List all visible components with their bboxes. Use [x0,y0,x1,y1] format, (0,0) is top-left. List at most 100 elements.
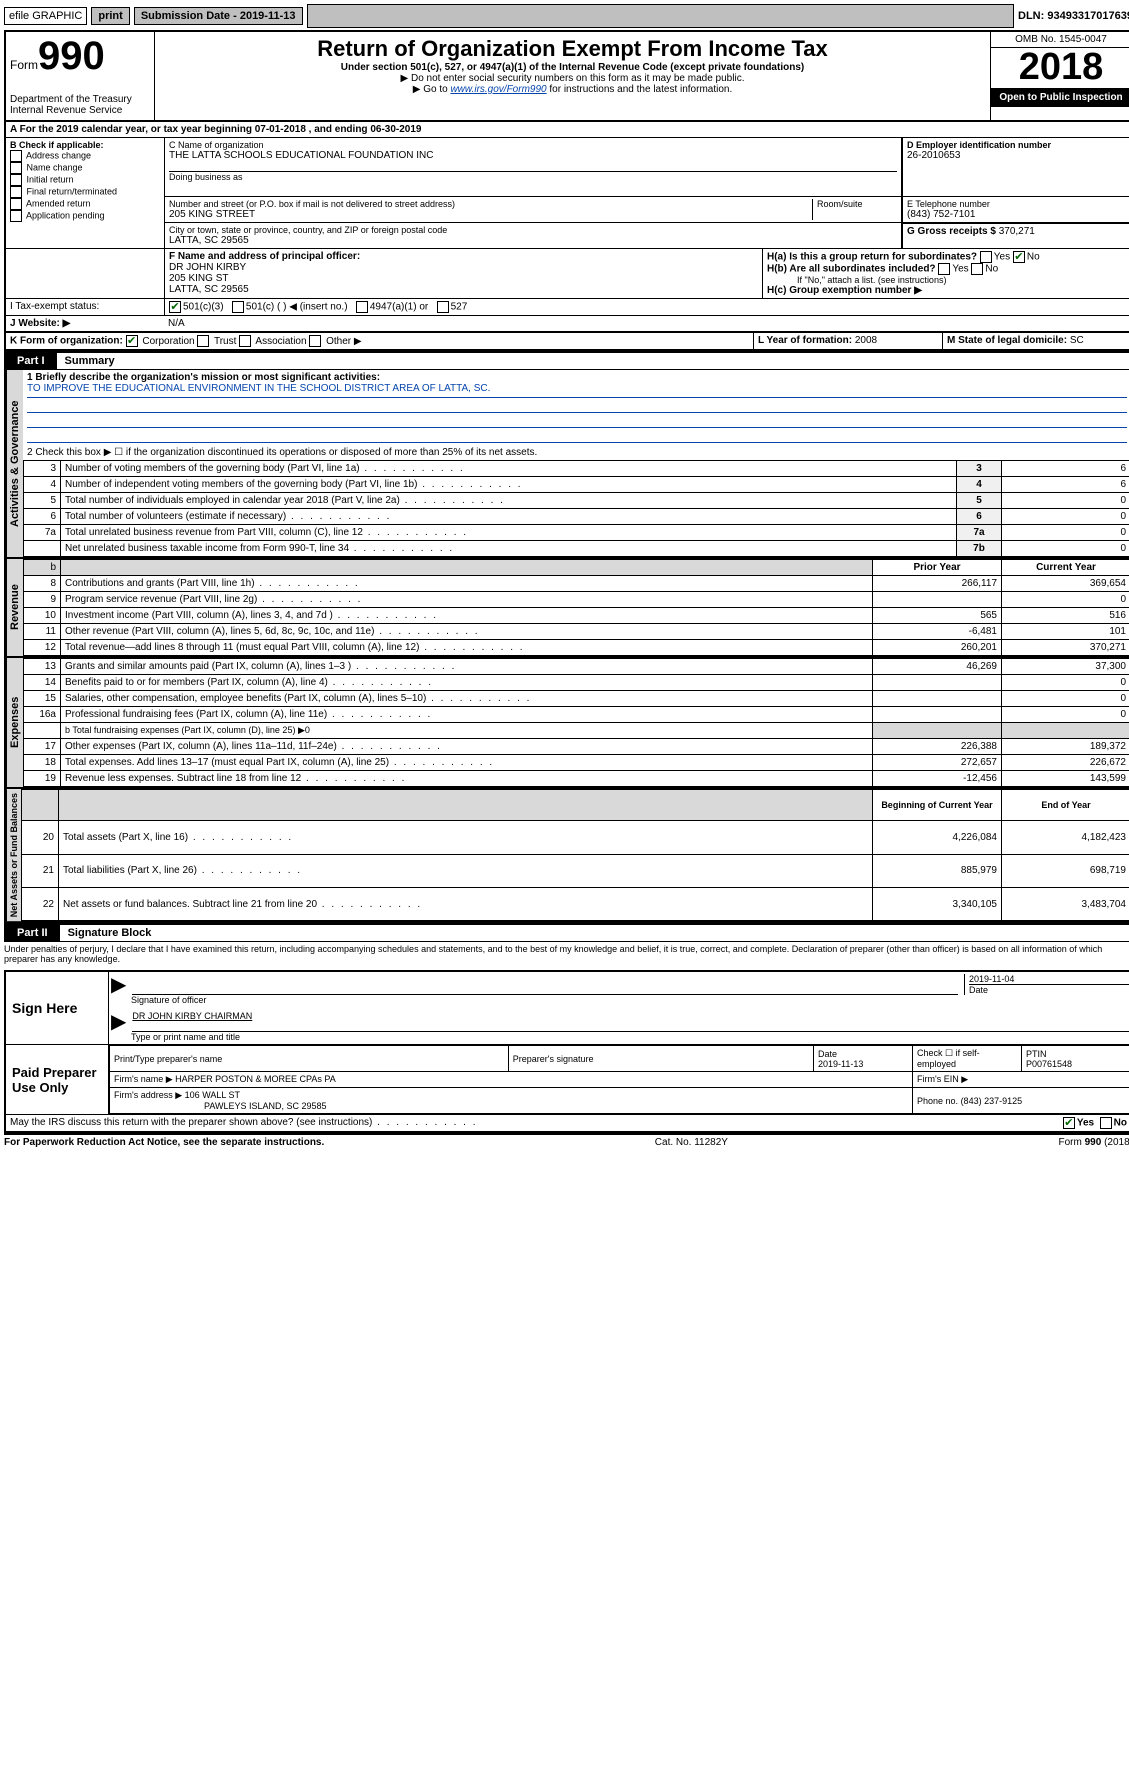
current-value: 4,182,423 [1002,821,1129,854]
ha-row: H(a) Is this a group return for subordin… [767,251,1127,263]
toolbar-spacer [307,4,1015,28]
i-o3: 4947(a)(1) or [370,302,428,313]
part1-title: Summary [57,355,115,367]
prior-value [873,691,1002,707]
row-label: Number of independent voting members of … [61,477,957,493]
row-num: 12 [24,640,61,656]
city-label: City or town, state or province, country… [169,225,897,235]
ptin-value: P00761548 [1026,1059,1072,1069]
i-527-checkbox[interactable] [437,301,449,313]
sig-arrow2-icon: ▶ [111,1012,126,1032]
current-value: 0 [1002,691,1129,707]
row-num: 18 [24,755,61,771]
boxk-checkbox[interactable] [309,335,321,347]
box-b-label: B Check if applicable: [10,140,160,150]
ha-yes-checkbox[interactable] [980,251,992,263]
form-header-left: Form990 Department of the Treasury Inter… [6,32,155,120]
boxb-checkbox[interactable] [10,186,22,198]
form-header: Form990 Department of the Treasury Inter… [4,30,1129,122]
prior-value: -6,481 [873,624,1002,640]
row-box: 6 [957,509,1002,525]
footer-mid: Cat. No. 11282Y [655,1137,728,1148]
ha-no-checkbox[interactable] [1013,251,1025,263]
i-501c-checkbox[interactable] [232,301,244,313]
firm-addr-label: Firm's address ▶ [114,1090,182,1100]
part1-header: Part I Summary [4,351,1129,370]
row-label: Other revenue (Part VIII, column (A), li… [61,624,873,640]
firm-phone-label: Phone no. [917,1096,958,1106]
prior-value: 885,979 [873,854,1002,887]
submission-date-button[interactable]: Submission Date - 2019-11-13 [134,7,303,25]
boxb-checkbox[interactable] [10,210,22,222]
gross-value: 370,271 [999,226,1035,237]
expenses-block: Expenses 13 Grants and similar amounts p… [4,658,1129,789]
revenue-block: Revenue b Prior Year Current Year8 Contr… [4,559,1129,658]
current-value: 698,719 [1002,854,1129,887]
row-label: Salaries, other compensation, employee b… [61,691,873,707]
preparer-table: Print/Type preparer's name Preparer's si… [109,1045,1129,1114]
prep-date-header: Date [818,1049,837,1059]
city-value: LATTA, SC 29565 [169,235,897,246]
officer-signature-field[interactable] [132,974,958,995]
paid-preparer-label: Paid Preparer Use Only [6,1045,109,1114]
row-label: Professional fundraising fees (Part IX, … [61,707,873,723]
firm-name: HARPER POSTON & MOREE CPAs PA [175,1074,336,1084]
footer-form-no: 990 [1085,1137,1102,1148]
boxb-checkbox[interactable] [10,150,22,162]
rev-spacer [61,560,873,576]
row-num: 21 [22,854,59,887]
i-501c3-checkbox[interactable] [169,301,181,313]
current-value: 0 [1002,707,1129,723]
form-label: Form [10,58,38,72]
section-fh: F Name and address of principal officer:… [4,249,1129,299]
boxk-checkbox[interactable] [239,335,251,347]
boxb-checkbox[interactable] [10,174,22,186]
expenses-vlabel: Expenses [6,658,23,787]
i-label: I Tax-exempt status: [6,299,165,315]
firm-label: Firm's name ▶ [114,1074,173,1084]
i-4947-checkbox[interactable] [356,301,368,313]
hb-no-checkbox[interactable] [971,263,983,275]
perjury-text: Under penalties of perjury, I declare th… [4,942,1129,966]
sign-here-label: Sign Here [6,972,109,1044]
firm-addr1: 106 WALL ST [185,1090,240,1100]
form-header-center: Return of Organization Exempt From Incom… [155,32,990,120]
hb-label: H(b) Are all subordinates included? [767,264,936,275]
part2-header: Part II Signature Block [4,923,1129,942]
form-header-right: OMB No. 1545-0047 2018 Open to Public In… [990,32,1129,120]
top-toolbar: efile GRAPHIC print Submission Date - 20… [4,4,1129,28]
boxk-checkbox[interactable] [197,335,209,347]
form-title: Return of Organization Exempt From Incom… [159,36,986,62]
discuss-no-checkbox[interactable] [1100,1117,1112,1129]
form990-link[interactable]: www.irs.gov/Form990 [450,84,546,95]
expenses-table: 13 Grants and similar amounts paid (Part… [23,658,1129,787]
dln-label: DLN: 93493317017639 [1018,10,1129,22]
row-num: 10 [24,608,61,624]
tax-year: 2018 [991,48,1129,86]
row-value: 0 [1002,525,1129,541]
row-label: Total liabilities (Part X, line 26) [59,854,873,887]
prep-date-value: 2019-11-13 [818,1059,863,1069]
governance-table: 3 Number of voting members of the govern… [23,460,1129,557]
dba-label: Doing business as [169,171,897,182]
row-num: 8 [24,576,61,592]
current-value: 370,271 [1002,640,1129,656]
discuss-yes-checkbox[interactable] [1063,1117,1075,1129]
hb-yes-checkbox[interactable] [938,263,950,275]
row-label: Benefits paid to or for members (Part IX… [61,675,873,691]
boxk-checkbox[interactable] [126,335,138,347]
boxb-option: Final return/terminated [10,186,160,198]
prior-value [873,592,1002,608]
section-a-row: A For the 2019 calendar year, or tax yea… [4,122,1129,138]
mission-text: TO IMPROVE THE EDUCATIONAL ENVIRONMENT I… [27,383,1127,398]
section-j: J Website: ▶ N/A [4,316,1129,333]
row-num: 15 [24,691,61,707]
m-label: M State of legal domicile: [947,335,1067,346]
boxb-checkbox[interactable] [10,198,22,210]
gov-l1-label: 1 Briefly describe the organization's mi… [27,372,1127,383]
boxb-checkbox[interactable] [10,162,22,174]
row-label: Investment income (Part VIII, column (A)… [61,608,873,624]
discuss-no-label: No [1114,1118,1127,1129]
print-button[interactable]: print [91,7,129,25]
row-num: 14 [24,675,61,691]
